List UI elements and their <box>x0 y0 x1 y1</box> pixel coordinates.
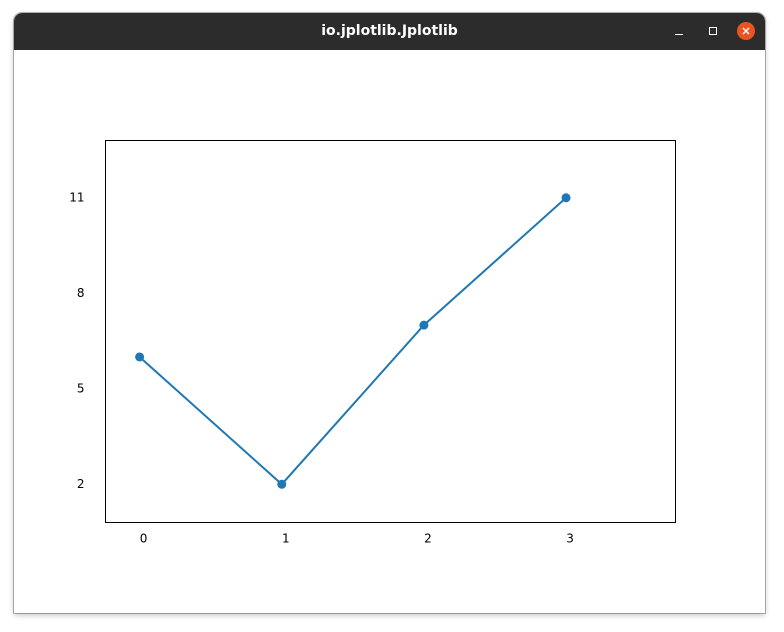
close-button[interactable] <box>737 22 755 40</box>
x-tick-label: 0 <box>140 532 148 546</box>
data-point <box>419 320 429 330</box>
y-tick-label: 5 <box>77 381 85 395</box>
title-bar[interactable]: io.jplotlib.Jplotlib <box>14 13 765 50</box>
minimize-button[interactable] <box>670 22 688 40</box>
y-tick-label: 11 <box>69 190 84 204</box>
series-group <box>135 193 571 489</box>
line-chart: 2 5 8 11 0 1 2 3 <box>69 140 676 546</box>
axes-frame <box>105 140 676 523</box>
y-tick-label: 2 <box>77 477 85 491</box>
maximize-button[interactable] <box>704 22 722 40</box>
y-axis-ticks: 2 5 8 11 <box>69 190 85 491</box>
data-point <box>561 193 571 203</box>
close-icon <box>742 27 750 35</box>
plot-canvas: 2 5 8 11 0 1 2 3 <box>14 50 765 613</box>
x-tick-label: 3 <box>566 532 574 546</box>
minimize-icon <box>675 34 683 35</box>
series-line <box>138 197 567 486</box>
plot-window: io.jplotlib.Jplotlib 2 <box>14 13 765 613</box>
x-tick-label: 1 <box>282 532 290 546</box>
data-point <box>135 352 145 362</box>
y-tick-label: 8 <box>77 286 85 300</box>
maximize-icon <box>709 27 717 35</box>
x-axis-ticks: 0 1 2 3 <box>140 532 574 546</box>
window-title: io.jplotlib.Jplotlib <box>321 23 458 39</box>
x-tick-label: 2 <box>424 532 432 546</box>
data-point <box>277 479 287 489</box>
